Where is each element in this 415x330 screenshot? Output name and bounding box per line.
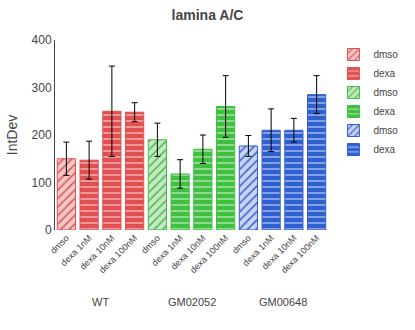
svg-text:dexa 100nM: dexa 100nM [188,233,230,275]
svg-text:0: 0 [45,223,52,237]
svg-text:dmso: dmso [230,233,253,256]
svg-text:dexa 10nM: dexa 10nM [78,233,117,272]
svg-text:dexa: dexa [373,106,395,117]
svg-text:400: 400 [32,33,52,47]
svg-text:dexa: dexa [373,68,395,79]
svg-text:GM00648: GM00648 [259,296,307,308]
svg-text:dexa 1nM: dexa 1nM [241,233,276,268]
svg-text:IntDev: IntDev [4,115,20,155]
svg-text:lamina A/C: lamina A/C [172,7,244,23]
svg-text:dmso: dmso [373,125,398,136]
svg-text:dmso: dmso [139,233,162,256]
svg-text:dexa 100nM: dexa 100nM [279,233,321,275]
svg-text:dexa 1nM: dexa 1nM [59,233,94,268]
svg-text:100: 100 [32,176,52,190]
svg-text:dexa 10nM: dexa 10nM [169,233,208,272]
svg-text:300: 300 [32,81,52,95]
svg-text:GM02052: GM02052 [168,296,216,308]
svg-text:dexa: dexa [373,144,395,155]
svg-text:dexa 1nM: dexa 1nM [150,233,185,268]
svg-text:dmso: dmso [373,87,398,98]
svg-text:WT: WT [92,296,109,308]
svg-text:dexa 100nM: dexa 100nM [97,233,139,275]
svg-text:dmso: dmso [48,233,71,256]
svg-text:dexa 10nM: dexa 10nM [260,233,299,272]
svg-text:200: 200 [32,128,52,142]
svg-text:dmso: dmso [373,49,398,60]
